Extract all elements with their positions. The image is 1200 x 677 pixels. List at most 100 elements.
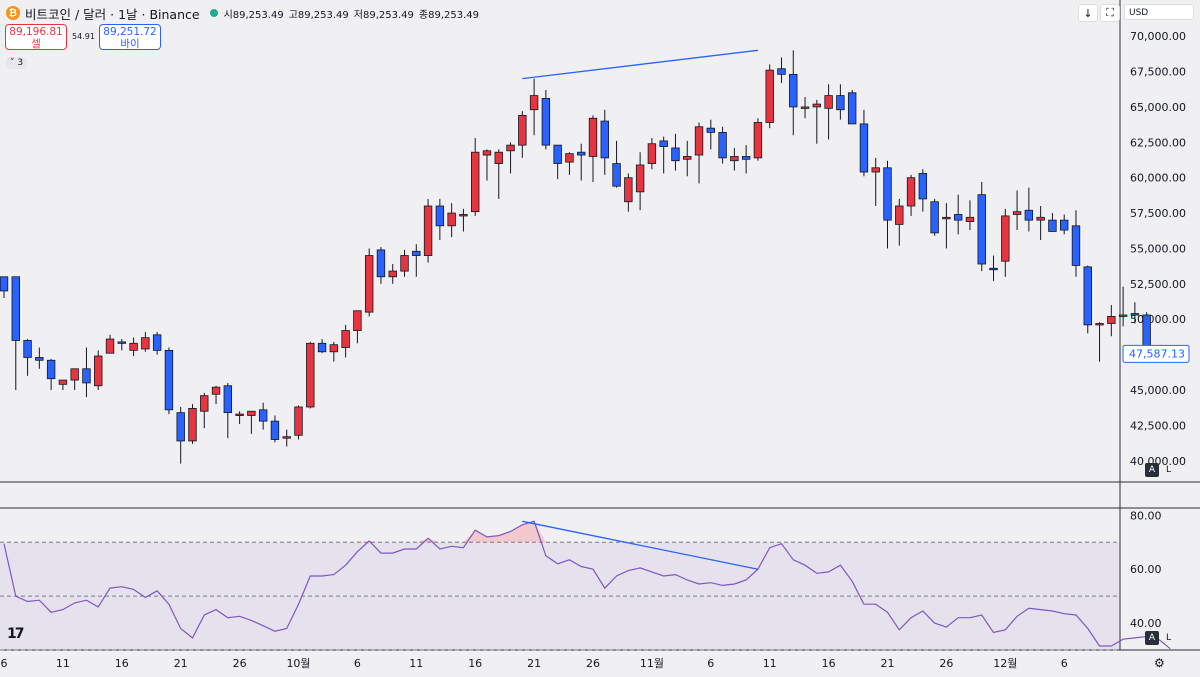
- candle-body: [306, 342, 315, 408]
- candle-body: [46, 359, 56, 380]
- time-axis-tick: 26: [233, 657, 247, 670]
- ohlc-open: 시89,253.49: [223, 9, 284, 21]
- candle: [506, 142, 515, 174]
- last-price-box: [1122, 344, 1190, 363]
- gear-icon[interactable]: ⚙: [1154, 656, 1165, 670]
- sell-button[interactable]: 89,196.81 셀: [5, 24, 67, 50]
- candle: [765, 64, 774, 129]
- log-scale-button[interactable]: L: [1166, 465, 1172, 475]
- candle: [364, 248, 374, 317]
- ohlc-close: 종89,253.49: [418, 9, 480, 21]
- candle: [376, 247, 386, 284]
- candle-body: [800, 106, 810, 109]
- chart-header: ₿ 비트코인 / 달러 · 1날 · Binance 시89,253.49 고8…: [6, 4, 484, 22]
- candle-body: [23, 340, 32, 358]
- time-axis-tick: 16: [468, 657, 482, 670]
- candle-body: [423, 205, 433, 256]
- price-axis-tick: 70,000.00: [1130, 30, 1186, 43]
- candle-body: [753, 122, 763, 159]
- candle: [317, 339, 327, 354]
- rsi-log-scale-button[interactable]: L: [1166, 633, 1172, 643]
- candle-body: [1024, 209, 1034, 221]
- candle: [977, 181, 986, 272]
- price-axis-tick: 67,500.00: [1130, 66, 1186, 79]
- candle-body: [694, 126, 704, 156]
- arrow-down-icon[interactable]: ↓: [1078, 4, 1098, 22]
- candle: [23, 339, 32, 376]
- rsi-trendline: [522, 520, 759, 570]
- candle-body: [635, 164, 645, 193]
- candle: [129, 337, 138, 357]
- candle: [1095, 322, 1104, 362]
- candle-body: [11, 276, 20, 341]
- rsi-auto-scale-button[interactable]: A: [1145, 631, 1159, 645]
- candle: [1012, 190, 1022, 231]
- time-axis-tick: 11: [763, 657, 777, 670]
- price-axis-tick: 57,500.00: [1130, 207, 1186, 220]
- candle-body: [459, 214, 468, 217]
- candle-body: [906, 177, 916, 207]
- candle-body: [317, 342, 327, 353]
- candle-body: [58, 379, 68, 385]
- candle-body: [624, 177, 633, 203]
- candle-body: [82, 368, 91, 384]
- candle: [470, 138, 480, 216]
- tradingview-logo-icon: 17: [7, 626, 25, 642]
- candle: [282, 429, 291, 447]
- candle: [1071, 210, 1081, 277]
- candle-body: [105, 338, 115, 354]
- auto-scale-button[interactable]: A: [1145, 463, 1159, 477]
- last-price-label: 47,587.13: [1129, 347, 1185, 360]
- candle: [659, 136, 668, 174]
- candle-body: [718, 131, 727, 159]
- candle-body: [741, 156, 751, 160]
- candle-body: [1130, 313, 1140, 316]
- candle-body: [588, 117, 598, 157]
- candle: [211, 385, 221, 405]
- candle: [730, 147, 739, 171]
- candle: [588, 115, 598, 182]
- time-axis-tick: 16: [822, 657, 836, 670]
- currency-select[interactable]: USD: [1124, 4, 1194, 20]
- sell-price: 89,196.81: [9, 26, 63, 38]
- candle: [447, 203, 456, 238]
- ohlc-high: 고89,253.49: [288, 9, 349, 21]
- candle-body: [529, 95, 539, 111]
- symbol-title[interactable]: 비트코인 / 달러 · 1날 · Binance: [25, 6, 200, 22]
- candle: [294, 405, 303, 440]
- candle: [70, 368, 79, 390]
- candle: [35, 347, 44, 369]
- candle-body: [989, 267, 998, 271]
- candle: [777, 57, 786, 83]
- candle: [718, 126, 727, 164]
- buy-price: 89,251.72: [103, 26, 157, 38]
- candle-body: [353, 310, 362, 331]
- candle: [435, 198, 445, 240]
- candle-body: [412, 250, 421, 256]
- candle-body: [600, 120, 609, 159]
- bitcoin-icon: ₿: [6, 6, 20, 20]
- price-axis-tick: 60,000.00: [1130, 172, 1186, 185]
- candle-body: [953, 214, 963, 221]
- fullscreen-icon[interactable]: ⛶: [1100, 4, 1120, 22]
- time-axis-tick: 26: [586, 657, 600, 670]
- candle-body: [930, 201, 939, 234]
- candle: [671, 133, 680, 171]
- candle-body: [341, 330, 350, 348]
- time-axis-tick: 10월: [286, 657, 310, 670]
- candle: [58, 379, 68, 390]
- candle-body: [541, 98, 551, 146]
- candle-body: [223, 385, 233, 414]
- indicators-collapse-button[interactable]: ˅ 3: [6, 57, 28, 69]
- candle-body: [364, 255, 374, 313]
- candle: [459, 208, 468, 232]
- time-axis-tick: 21: [174, 657, 188, 670]
- time-axis-tick: 11: [56, 657, 70, 670]
- buy-button[interactable]: 89,251.72 바이: [99, 24, 161, 50]
- candle: [247, 410, 256, 434]
- candle-body: [942, 216, 951, 220]
- candle: [270, 415, 280, 443]
- candle: [423, 198, 433, 263]
- rsi-axis-tick: 40.00: [1130, 617, 1162, 630]
